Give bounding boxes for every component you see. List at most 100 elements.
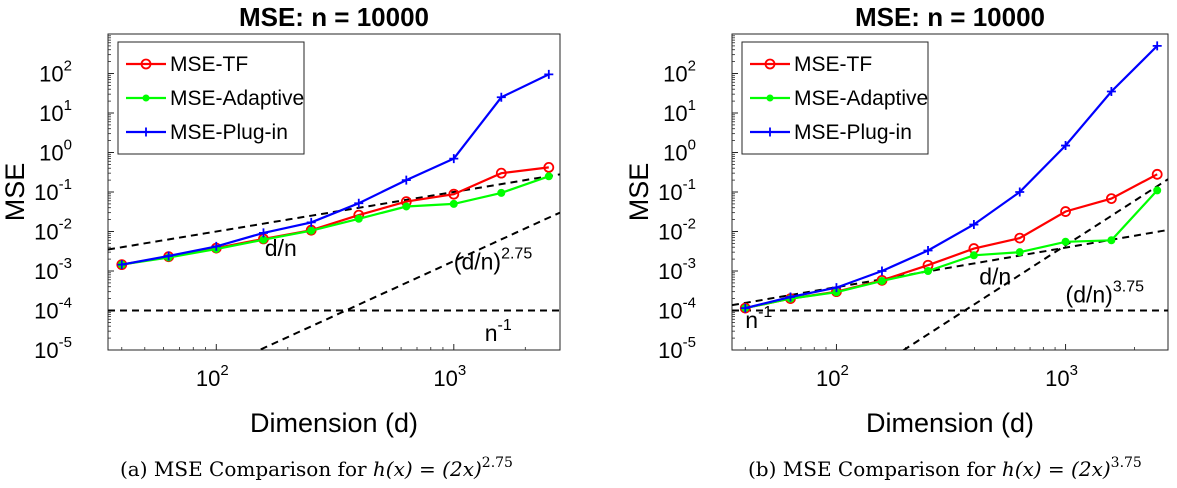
data-point bbox=[877, 276, 886, 285]
y-tick-label: 10-4 bbox=[658, 295, 696, 324]
legend-marker bbox=[766, 94, 774, 102]
data-point bbox=[831, 283, 841, 293]
reference-lines bbox=[108, 173, 560, 350]
legend-marker bbox=[765, 127, 775, 137]
data-point bbox=[740, 303, 750, 313]
data-point bbox=[1061, 237, 1070, 246]
y-tick-label: 10-1 bbox=[34, 176, 72, 205]
legend: MSE-TF MSE-Adaptive MSE-Plug-in bbox=[741, 41, 929, 155]
data-point bbox=[969, 220, 979, 230]
data-point bbox=[1107, 236, 1116, 245]
reference-lines bbox=[732, 178, 1168, 350]
data-point bbox=[1151, 168, 1163, 180]
data-point bbox=[449, 154, 459, 164]
data-point bbox=[1152, 41, 1162, 51]
series-line bbox=[745, 189, 1159, 310]
data-point bbox=[969, 251, 978, 260]
chart-panel-2: MSE: n = 10000 10-5 10-4 10-3 10-2 10-1 100 101… bbox=[624, 2, 1169, 481]
y-tick-label: 100 bbox=[663, 137, 696, 166]
data-point bbox=[1015, 187, 1025, 197]
legend-marker bbox=[764, 58, 776, 70]
data-point bbox=[495, 167, 507, 179]
series-mse-plug-in bbox=[740, 41, 1162, 313]
data-point bbox=[877, 266, 887, 276]
reference-line-2 bbox=[901, 178, 1168, 350]
data-point bbox=[449, 199, 458, 208]
legend-item: MSE-Adaptive bbox=[750, 87, 928, 110]
data-point bbox=[1015, 248, 1024, 257]
x-tick-label: 103 bbox=[1045, 362, 1078, 391]
y-tick-label: 10-4 bbox=[34, 295, 72, 324]
figure-caption: (a) MSE Comparison for h(x) = (2x)2.75 bbox=[120, 455, 513, 481]
data-point bbox=[401, 175, 411, 185]
chart-title: MSE: n = 10000 bbox=[239, 2, 429, 32]
figure-caption: (b) MSE Comparison for h(x) = (2x)3.75 bbox=[748, 455, 1142, 481]
data-point bbox=[402, 202, 411, 211]
data-point bbox=[924, 267, 933, 275]
data-point bbox=[354, 198, 364, 208]
chart-panel-1: MSE: n = 10000 10-5 10-4 10-3 10-2 10-1 100 101… bbox=[0, 2, 561, 481]
legend-marker bbox=[140, 58, 152, 70]
legend-marker bbox=[141, 127, 151, 137]
data-point bbox=[307, 226, 316, 235]
data-point bbox=[1060, 206, 1071, 217]
x-axis-label: Dimension (d) bbox=[866, 408, 1034, 438]
data-point bbox=[354, 214, 363, 223]
legend-label: MSE-TF bbox=[170, 53, 248, 76]
reference-line-2 bbox=[257, 211, 560, 350]
y-axis-label: MSE bbox=[624, 163, 654, 222]
legend-label: MSE-Adaptive bbox=[794, 87, 928, 110]
data-point bbox=[1014, 232, 1026, 244]
data-point bbox=[1106, 87, 1116, 97]
data-point bbox=[1153, 186, 1162, 195]
legend-label: MSE-Plug-in bbox=[794, 121, 912, 144]
reference-label-3: n-1 bbox=[745, 304, 772, 333]
y-tick-label: 10-5 bbox=[34, 334, 72, 363]
data-point bbox=[923, 246, 933, 256]
chart-title: MSE: n = 10000 bbox=[855, 2, 1045, 32]
reference-line-1 bbox=[108, 173, 560, 251]
data-point bbox=[496, 92, 506, 102]
legend-item: MSE-Plug-in bbox=[126, 121, 288, 144]
y-tick-label: 101 bbox=[663, 97, 696, 126]
reference-line-1 bbox=[732, 229, 1168, 307]
legend-marker bbox=[142, 94, 150, 102]
data-point bbox=[306, 217, 316, 227]
y-tick-label: 101 bbox=[39, 97, 72, 126]
y-tick-label: 102 bbox=[663, 58, 696, 87]
data-point bbox=[544, 69, 554, 79]
data-point bbox=[497, 188, 506, 197]
data-point bbox=[211, 241, 221, 251]
x-tick-label: 102 bbox=[816, 362, 849, 391]
reference-label-2: (d/n)3.75 bbox=[1066, 278, 1145, 307]
reference-label-1: d/n bbox=[979, 264, 1011, 290]
legend-item: MSE-Adaptive bbox=[126, 87, 304, 110]
data-point bbox=[785, 292, 795, 302]
legend-label: MSE-TF bbox=[794, 53, 872, 76]
y-tick-label: 10-2 bbox=[658, 216, 696, 245]
series-mse-plug-in bbox=[117, 69, 554, 270]
y-tick-label: 10-3 bbox=[658, 255, 696, 284]
reference-label-2: (d/n)2.75 bbox=[454, 245, 533, 274]
legend-item: MSE-Plug-in bbox=[750, 121, 912, 144]
data-point bbox=[117, 260, 127, 270]
x-axis-label: Dimension (d) bbox=[250, 408, 418, 438]
legend: MSE-TF MSE-Adaptive MSE-Plug-in bbox=[117, 41, 305, 155]
y-tick-label: 10-1 bbox=[658, 176, 696, 205]
series-mse-adaptive bbox=[117, 172, 553, 269]
y-tick-label: 10-3 bbox=[34, 255, 72, 284]
data-point bbox=[1061, 141, 1071, 151]
data-point bbox=[164, 251, 174, 261]
y-axis-label: MSE bbox=[0, 163, 30, 222]
legend-label: MSE-Adaptive bbox=[170, 87, 304, 110]
series-line bbox=[121, 73, 550, 266]
y-tick-label: 10-5 bbox=[658, 334, 696, 363]
data-point bbox=[544, 172, 553, 181]
y-tick-label: 102 bbox=[39, 58, 72, 87]
data-point bbox=[258, 228, 268, 238]
data-point bbox=[448, 188, 460, 200]
y-tick-label: 10-2 bbox=[34, 216, 72, 245]
x-tick-label: 102 bbox=[196, 362, 229, 391]
series-line bbox=[121, 175, 550, 266]
